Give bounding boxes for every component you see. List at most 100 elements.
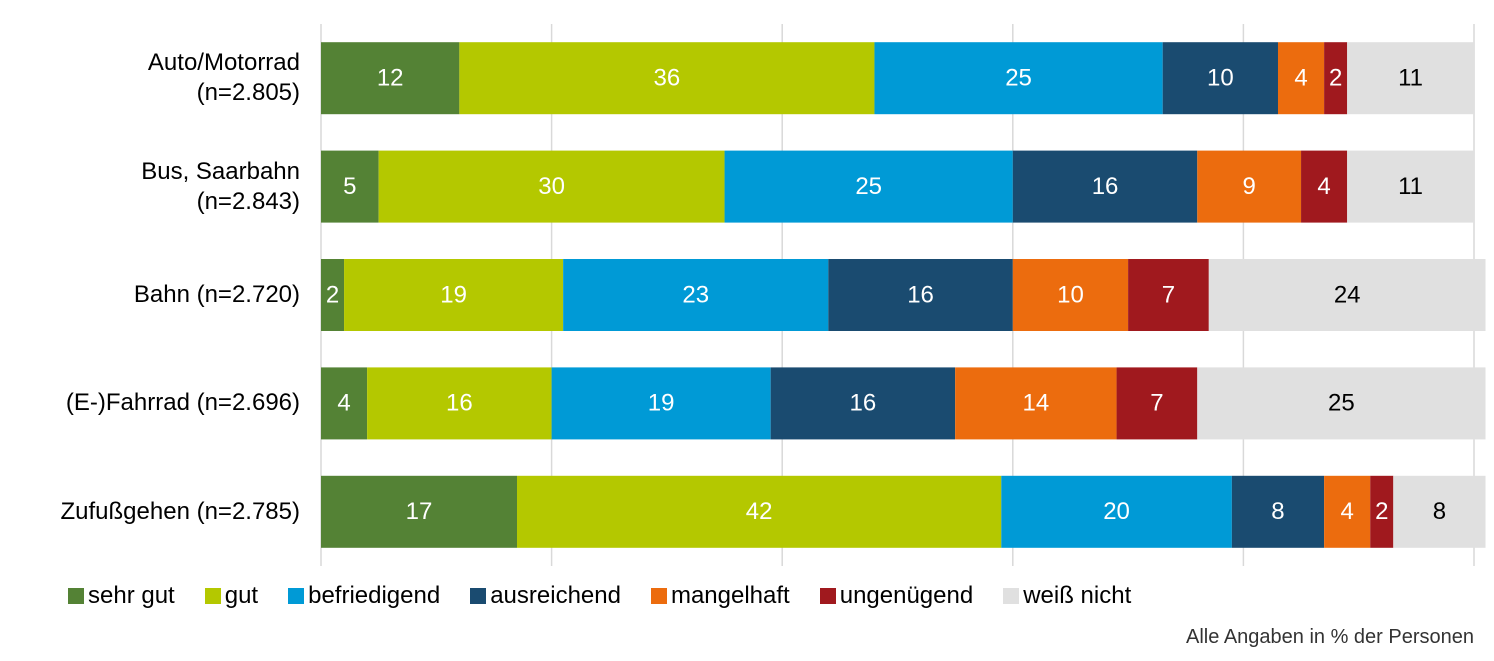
bar-segment xyxy=(517,475,1002,548)
bar-segment xyxy=(321,42,460,115)
bar-segment xyxy=(1324,475,1371,548)
bar-segment xyxy=(1208,259,1486,331)
bar-segment xyxy=(1128,259,1209,331)
data-label: 16 xyxy=(850,390,877,417)
category-label: Bus, Saarbahn (n=2.843) xyxy=(141,157,300,215)
legend-item: weiß nicht xyxy=(1003,582,1131,610)
legend-swatch xyxy=(819,588,836,604)
legend: sehr gut gut befriedigend ausreichend mangel… xyxy=(68,582,1131,610)
bar-segment xyxy=(770,367,956,440)
legend-item: mangelhaft xyxy=(650,582,790,610)
bar-segment xyxy=(459,42,875,115)
data-label: 24 xyxy=(1334,281,1361,308)
data-label: 8 xyxy=(1433,498,1446,525)
legend-swatch xyxy=(470,588,487,604)
bar-segment xyxy=(1197,367,1486,440)
category-label: (E-)Fahrrad (n=2.696) xyxy=(65,389,300,417)
bar-segment xyxy=(1231,475,1325,548)
bar-segment xyxy=(321,367,368,440)
data-label: 36 xyxy=(654,65,681,92)
bar-segment xyxy=(1116,367,1198,440)
legend-item: gut xyxy=(204,582,259,610)
data-label: 25 xyxy=(1328,390,1355,417)
bar-segment xyxy=(563,259,829,331)
bar-segment xyxy=(1347,42,1474,115)
data-label: 20 xyxy=(1103,498,1130,525)
data-label: 2 xyxy=(326,281,339,308)
footnote: Alle Angaben in % der Personen xyxy=(1186,626,1474,648)
data-label: 7 xyxy=(1150,390,1163,417)
legend-item: befriedigend xyxy=(288,582,440,610)
data-label: 25 xyxy=(855,173,882,200)
data-label: 8 xyxy=(1271,498,1284,525)
bar-segment xyxy=(1012,259,1129,331)
bar-segment xyxy=(1347,150,1474,223)
bar-segment xyxy=(724,150,1013,223)
legend-label: mangelhaft xyxy=(670,582,790,609)
data-label: 30 xyxy=(538,173,565,200)
legend-label: gut xyxy=(224,582,259,609)
bar-segment xyxy=(321,150,379,223)
bar-segment xyxy=(1393,475,1486,548)
category-label: Auto/Motorrad (n=2.805) xyxy=(147,49,300,107)
category-label: Zufußgehen (n=2.785) xyxy=(60,497,301,525)
bar-segment xyxy=(874,42,1163,115)
bar-segment xyxy=(1001,475,1232,548)
bar-segment xyxy=(1324,42,1348,115)
bar-segment xyxy=(1370,475,1394,548)
bar-segment xyxy=(955,367,1117,440)
legend-item: ungenügend xyxy=(819,582,974,610)
legend-swatch xyxy=(1003,588,1020,604)
bar-segment xyxy=(321,259,345,331)
bar-segment xyxy=(1301,150,1348,223)
bar-segment xyxy=(828,259,1013,331)
data-label: 4 xyxy=(337,390,350,417)
data-label: 10 xyxy=(1207,65,1234,92)
bar-segment xyxy=(344,259,564,331)
data-label: 16 xyxy=(1092,173,1119,200)
bar-segment xyxy=(551,367,771,440)
legend-swatch xyxy=(650,588,667,604)
data-label: 11 xyxy=(1398,65,1423,92)
bar-segment xyxy=(1277,42,1325,115)
data-label: 42 xyxy=(746,498,773,525)
data-label: 11 xyxy=(1398,173,1423,200)
legend-swatch xyxy=(68,588,84,604)
data-label: 7 xyxy=(1162,281,1175,308)
bar-segment xyxy=(367,367,552,440)
bar-segment xyxy=(378,150,725,223)
data-label: 2 xyxy=(1375,498,1388,525)
data-label: 14 xyxy=(1023,390,1050,417)
data-label: 4 xyxy=(1317,173,1330,200)
data-label: 25 xyxy=(1005,65,1032,92)
legend-label: ungenügend xyxy=(839,582,974,609)
data-label: 17 xyxy=(406,498,433,525)
data-label: 4 xyxy=(1294,65,1307,92)
legend-swatch xyxy=(204,588,221,604)
legend-label: befriedigend xyxy=(308,582,441,609)
category-label: Bahn (n=2.720) xyxy=(133,281,300,308)
data-label: 16 xyxy=(446,390,473,417)
legend-label: sehr gut xyxy=(88,582,175,609)
data-label: 9 xyxy=(1242,173,1255,200)
bar-segment xyxy=(1012,150,1198,223)
data-label: 10 xyxy=(1057,281,1084,308)
data-label: 23 xyxy=(682,281,709,308)
bar-segment xyxy=(1197,150,1302,223)
data-label: 5 xyxy=(343,173,356,200)
data-label: 4 xyxy=(1340,498,1353,525)
bar-segment xyxy=(1162,42,1278,115)
legend-item: ausreichend xyxy=(470,582,621,610)
legend-label: weiß nicht xyxy=(1023,582,1132,609)
data-label: 16 xyxy=(907,281,934,308)
bar-segment xyxy=(321,475,518,548)
data-label: 19 xyxy=(648,390,675,417)
data-label: 19 xyxy=(440,281,467,308)
legend-item: sehr gut xyxy=(68,582,175,610)
legend-swatch xyxy=(288,588,305,604)
data-label: 12 xyxy=(377,65,404,92)
data-label: 2 xyxy=(1329,65,1342,92)
legend-label: ausreichend xyxy=(490,582,621,609)
